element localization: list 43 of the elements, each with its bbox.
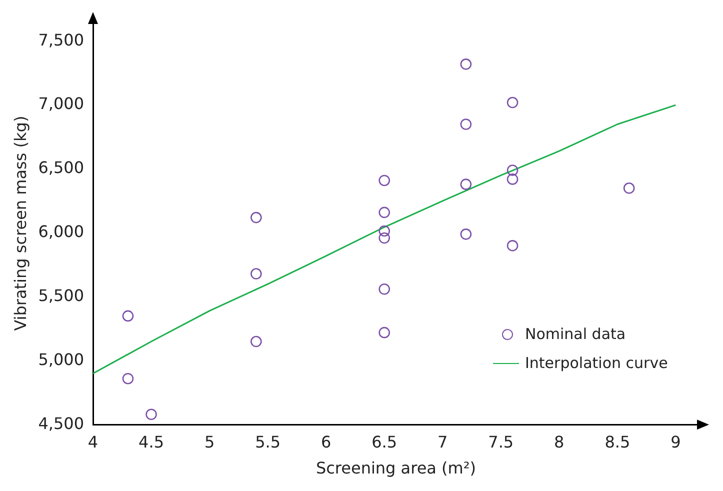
point (378, 283, 390, 295)
point (623, 182, 635, 194)
point (378, 206, 390, 218)
point (146, 408, 157, 420)
y-tick-label: 6,500 (38, 158, 84, 178)
x-tick-label: 4 (88, 432, 98, 452)
y-axis-title: Vibrating screen mass (kg) (10, 116, 30, 331)
point (460, 178, 472, 190)
x-tick-label: 7.5 (488, 432, 514, 452)
y-tick-label: 6,000 (38, 222, 84, 242)
point (506, 240, 518, 252)
point (506, 164, 518, 176)
x-axis-title: Screening area (m²) (316, 458, 476, 478)
y-tick-label: 5,000 (38, 350, 84, 369)
x-tick-label: 7 (438, 432, 448, 452)
point (250, 268, 262, 280)
x-tick-label: 6.5 (372, 432, 398, 452)
x-tick-label: 5.5 (255, 432, 281, 452)
point (460, 118, 472, 130)
x-tick-label: 5 (204, 432, 215, 452)
point (378, 232, 390, 244)
point (460, 58, 472, 70)
point (378, 174, 390, 186)
point (506, 96, 518, 108)
y-tick-label: 4,500 (38, 414, 84, 433)
x-tick-label: 6 (320, 432, 332, 452)
x-tick-label: 8 (554, 432, 564, 452)
x-tick-label: 8.5 (604, 432, 630, 452)
point (460, 228, 472, 240)
point (250, 212, 262, 224)
point (378, 326, 390, 338)
x-tick-label: 9 (670, 432, 681, 452)
x-tick-label: 4.5 (138, 432, 164, 452)
point (378, 225, 390, 237)
point (506, 174, 518, 185)
point (122, 310, 134, 322)
y-tick-label: 7,000 (38, 94, 84, 114)
point (250, 336, 262, 348)
y-tick-label: 5,500 (38, 286, 84, 305)
y-tick-label: 7,500 (38, 30, 84, 50)
point (122, 372, 134, 384)
legend-label: Interpolation curve (525, 353, 668, 374)
legend-label: Nominal data (525, 324, 626, 345)
